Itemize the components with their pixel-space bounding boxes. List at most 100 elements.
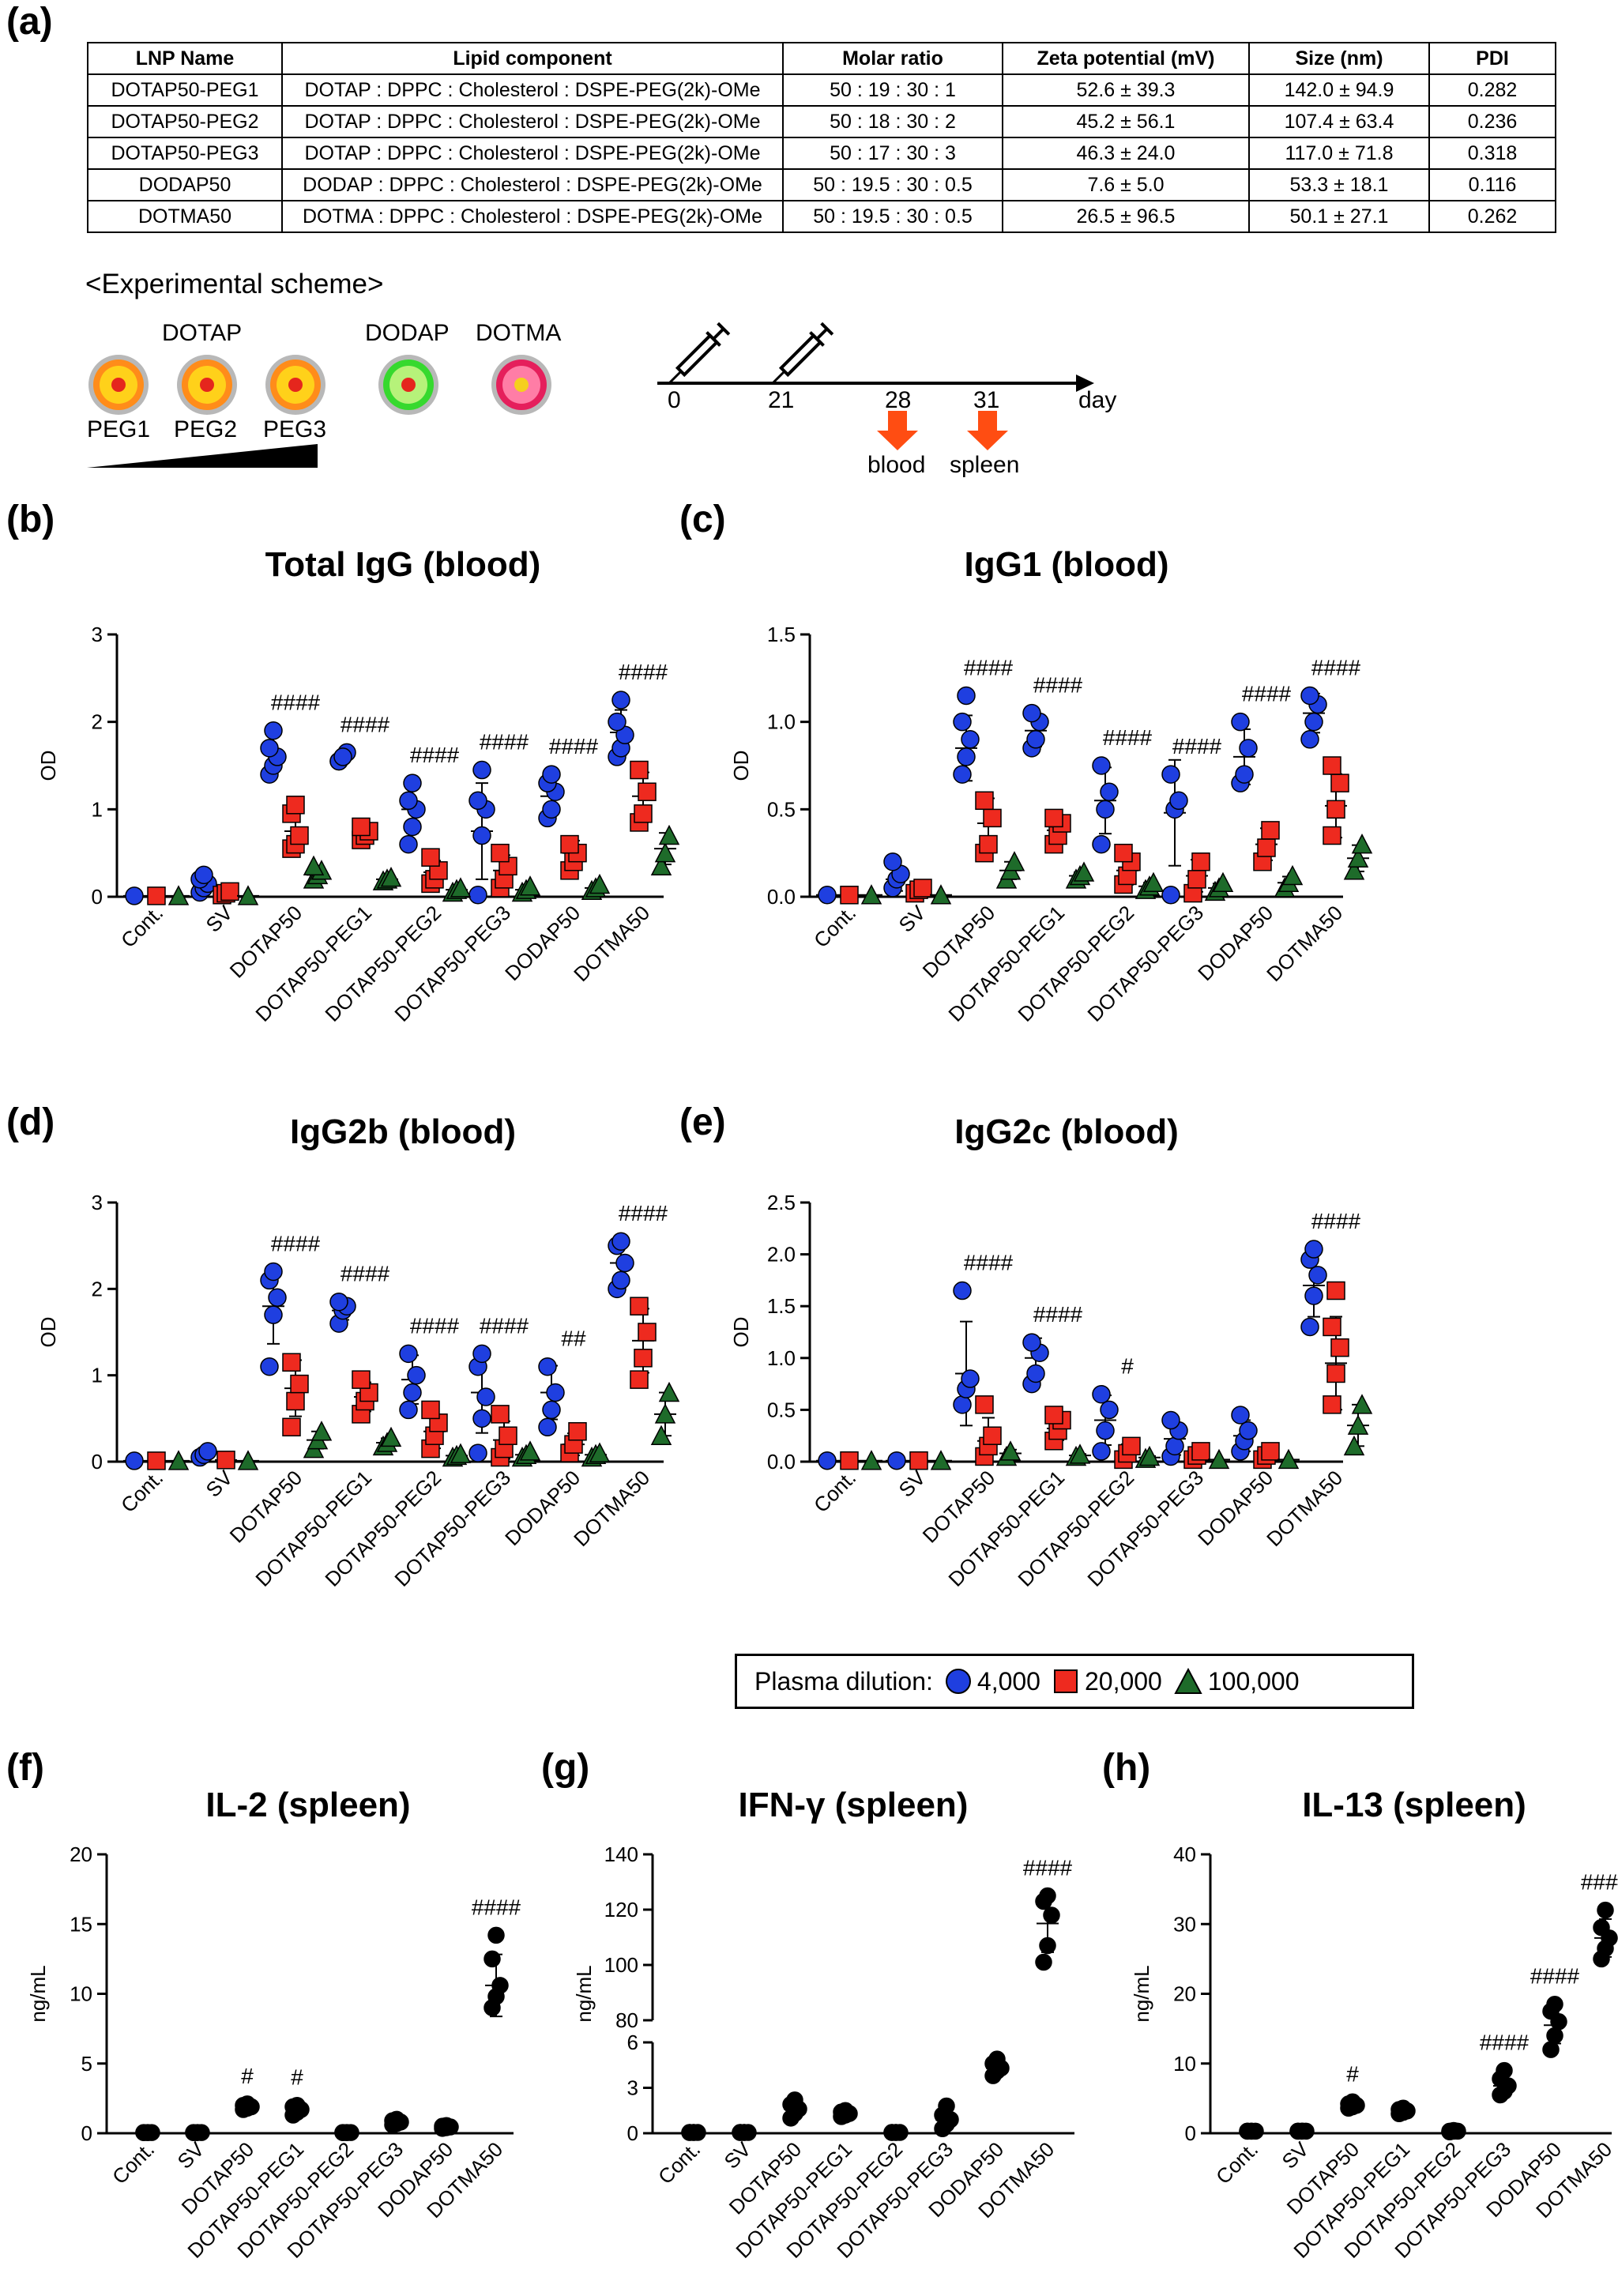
data-point — [303, 855, 325, 876]
data-point — [685, 2124, 702, 2141]
y-tick-label: 1 — [92, 1364, 103, 1387]
data-point — [403, 1383, 422, 1402]
plasma-dilution-legend: Plasma dilution: 4,000 20,000 100,000 — [735, 1654, 1414, 1709]
data-point — [476, 1387, 495, 1406]
significance-label: ## — [561, 1327, 586, 1351]
data-point — [1092, 1384, 1111, 1404]
significance-label: #### — [619, 1201, 668, 1225]
data-point — [403, 817, 422, 837]
data-point — [194, 865, 213, 885]
data-point — [840, 886, 859, 905]
lnp-table: LNP Name Lipid component Molar ratio Zet… — [87, 42, 1556, 233]
lnp-particle-icon — [88, 355, 149, 415]
data-point — [468, 886, 487, 905]
data-point — [988, 2050, 1006, 2068]
data-point — [953, 765, 972, 784]
data-point — [290, 1374, 309, 1394]
table-cell: DODAP50 — [87, 168, 283, 201]
y-tick-label: 40 — [1173, 1842, 1196, 1866]
scheme-title: <Experimental scheme> — [85, 269, 384, 299]
data-point — [1022, 703, 1041, 723]
data-point — [654, 1403, 676, 1424]
data-point — [1546, 2027, 1563, 2045]
data-point — [399, 834, 418, 854]
data-point — [975, 1395, 994, 1414]
table-row: DODAP50 DODAP : DPPC : Cholesterol : DSP… — [87, 168, 1556, 201]
data-point — [333, 747, 352, 766]
data-point — [1347, 1414, 1369, 1435]
data-point — [189, 2124, 206, 2141]
scheme-label-dotap: DOTAP — [162, 320, 243, 346]
x-tick-label: SV — [720, 2137, 756, 2174]
data-point — [147, 886, 166, 905]
data-point — [1039, 1937, 1056, 1955]
y-tick-label: 10 — [70, 1982, 92, 2006]
data-point — [1096, 800, 1115, 819]
significance-label: #### — [410, 743, 460, 767]
y-axis-label: OD — [36, 751, 60, 781]
table-cell: 117.0 ± 71.8 — [1248, 137, 1430, 170]
x-tick-label: SV — [173, 2137, 209, 2174]
table-cell: 0.236 — [1428, 105, 1556, 138]
data-point — [546, 1383, 565, 1402]
data-point — [1330, 1338, 1349, 1357]
data-point — [938, 2097, 955, 2115]
x-tick-label: DOTAP50-PEG2 — [320, 1466, 446, 1591]
data-point — [1239, 1421, 1258, 1440]
data-point — [786, 2091, 803, 2109]
table-header: PDI — [1428, 42, 1556, 75]
data-point — [630, 1370, 649, 1389]
data-point — [1261, 1442, 1280, 1461]
x-tick-label: DOTAP50-PEG3 — [389, 901, 515, 1026]
data-point — [1343, 1435, 1365, 1456]
y-tick-label: 30 — [1173, 1912, 1196, 1936]
table-header: Molar ratio — [782, 42, 1003, 75]
significance-label: #### — [1581, 1870, 1618, 1895]
data-point — [630, 1297, 649, 1315]
table-row: DOTAP50-PEG2 DOTAP : DPPC : Cholesterol … — [87, 105, 1556, 138]
data-point — [472, 826, 491, 845]
data-point — [380, 1426, 402, 1447]
data-point — [1161, 1410, 1180, 1430]
data-point — [399, 791, 418, 811]
data-point — [542, 765, 561, 784]
significance-label: # — [1346, 2061, 1359, 2086]
data-point — [1323, 826, 1341, 845]
timeline-day-31: 31 — [973, 387, 1000, 413]
significance-label: #### — [1311, 655, 1361, 679]
data-point — [589, 1442, 611, 1462]
table-cell: DOTMA : DPPC : Cholesterol : DSPE-PEG(2k… — [281, 200, 784, 233]
data-point — [615, 1253, 634, 1273]
data-point — [883, 852, 902, 871]
data-point — [930, 884, 952, 905]
chart-title-f: IL-2 (spleen) — [205, 1786, 411, 1824]
data-point — [634, 804, 653, 823]
x-tick-label: DOTMA50 — [569, 901, 654, 986]
timeline-blood-label: blood — [867, 452, 926, 478]
data-point — [654, 842, 676, 863]
data-point — [1323, 1317, 1341, 1337]
data-point — [380, 867, 402, 887]
y-axis-label: OD — [729, 751, 753, 781]
data-point — [1546, 1995, 1563, 2013]
data-point — [1496, 2061, 1513, 2080]
x-tick-label: DOTAP50-PEG3 — [1082, 901, 1208, 1026]
data-point — [1100, 1400, 1119, 1420]
data-point — [1231, 712, 1250, 732]
data-point — [1597, 1901, 1614, 1919]
data-point — [568, 1421, 587, 1441]
table-cell: DODAP : DPPC : Cholesterol : DSPE-PEG(2k… — [281, 168, 784, 201]
data-point — [1239, 739, 1258, 758]
x-tick-label: Cont. — [809, 1466, 860, 1517]
y-tick-label: 100 — [604, 1953, 638, 1977]
data-point — [282, 1353, 301, 1372]
data-point — [1351, 833, 1373, 854]
legend-label-4000: 4,000 — [976, 1666, 1040, 1696]
panel-letter-c: (c) — [679, 499, 726, 540]
data-point — [264, 721, 283, 740]
data-point — [538, 1357, 557, 1376]
chart-title-g: IFN-γ (spleen) — [738, 1786, 969, 1824]
significance-label: # — [291, 2065, 303, 2090]
data-point — [1593, 1918, 1610, 1937]
y-tick-label: 80 — [615, 2008, 638, 2032]
